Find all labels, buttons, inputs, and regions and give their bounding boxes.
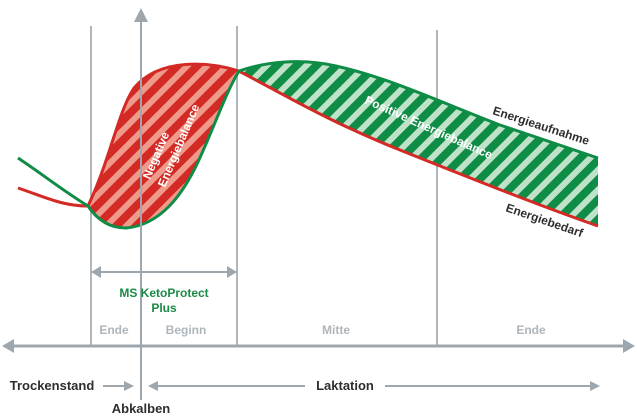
product-label-line2: Plus bbox=[151, 301, 177, 315]
phase-ende-1: Ende bbox=[99, 323, 129, 337]
product-label-line1: MS KetoProtect bbox=[119, 286, 208, 300]
phase-beginn: Beginn bbox=[166, 323, 207, 337]
time-axis-arrow-right bbox=[623, 339, 635, 353]
laktation-label: Laktation bbox=[316, 378, 374, 393]
product-range-arrowhead-left bbox=[91, 266, 101, 278]
trockenstand-label: Trockenstand bbox=[10, 378, 95, 393]
phase-ende-2: Ende bbox=[516, 323, 546, 337]
calving-axis-arrowhead bbox=[134, 8, 148, 22]
abkalben-label: Abkalben bbox=[112, 401, 171, 416]
laktation-arrowhead-left bbox=[148, 381, 158, 391]
laktation-arrowhead-right bbox=[590, 381, 600, 391]
time-axis-arrow-left bbox=[2, 339, 14, 353]
positive-balance-area bbox=[239, 61, 598, 226]
energy-intake-curve bbox=[17, 60, 599, 230]
trockenstand-arrowhead bbox=[124, 381, 134, 391]
product-range-arrowhead-right bbox=[227, 266, 237, 278]
phase-mitte: Mitte bbox=[322, 323, 350, 337]
